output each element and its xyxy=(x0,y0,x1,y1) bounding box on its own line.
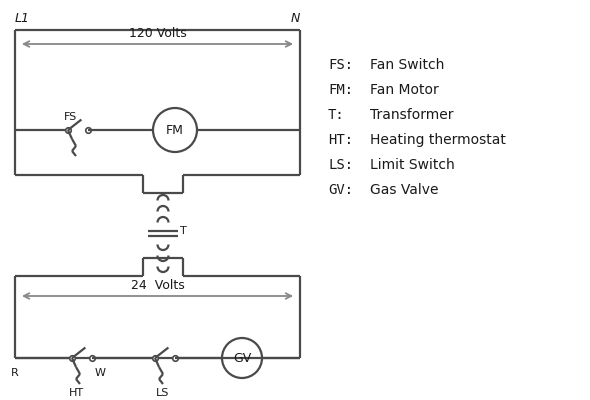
Text: HT:: HT: xyxy=(328,133,353,147)
Text: FM: FM xyxy=(166,124,184,136)
Text: GV:: GV: xyxy=(328,183,353,197)
Text: T: T xyxy=(180,226,187,236)
Text: R: R xyxy=(11,368,19,378)
Text: Heating thermostat: Heating thermostat xyxy=(370,133,506,147)
Text: HT: HT xyxy=(68,388,84,398)
Text: Transformer: Transformer xyxy=(370,108,454,122)
Text: Fan Motor: Fan Motor xyxy=(370,83,439,97)
Text: Limit Switch: Limit Switch xyxy=(370,158,455,172)
Text: W: W xyxy=(95,368,106,378)
Text: FM:: FM: xyxy=(328,83,353,97)
Text: N: N xyxy=(291,12,300,25)
Text: T:: T: xyxy=(328,108,345,122)
Text: GV: GV xyxy=(233,352,251,364)
Text: LS:: LS: xyxy=(328,158,353,172)
Text: FS:: FS: xyxy=(328,58,353,72)
Text: Gas Valve: Gas Valve xyxy=(370,183,438,197)
Text: Fan Switch: Fan Switch xyxy=(370,58,444,72)
Text: LS: LS xyxy=(156,388,170,398)
Text: FS: FS xyxy=(64,112,77,122)
Text: 24  Volts: 24 Volts xyxy=(130,279,184,292)
Text: 120 Volts: 120 Volts xyxy=(129,27,186,40)
Text: L1: L1 xyxy=(15,12,30,25)
